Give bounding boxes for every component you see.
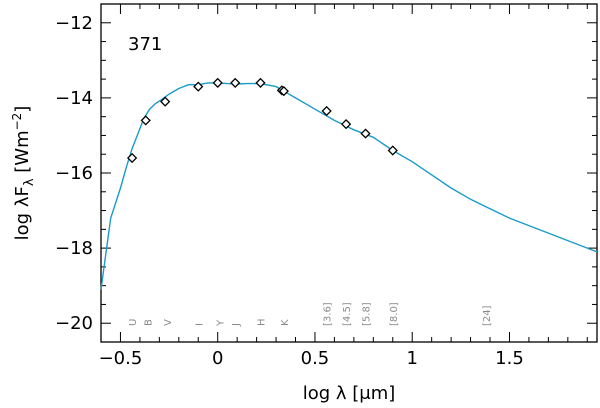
x-tick-label: 1 [406, 348, 417, 369]
band-label: H [257, 318, 268, 326]
axis-ticks [100, 3, 597, 343]
band-label: B [144, 319, 155, 326]
photometry-point [230, 77, 241, 88]
band-label: [3.6] [323, 302, 334, 326]
band-label: [8.0] [389, 302, 400, 326]
panel-label: 371 [128, 34, 162, 55]
tick-labels: −0.5 0 0.5 1 1.5 −20 −18 −16 −14 −12 [55, 13, 524, 369]
band-label: [4.5] [342, 302, 353, 326]
band-labels: U B V I Y J H K [3.6] [4.5] [5.8] [8.0] [24] [128, 302, 493, 327]
photometry-point [278, 86, 289, 97]
y-tick-label: −12 [55, 13, 93, 34]
x-tick-label: 0.5 [301, 348, 330, 369]
y-tick-label: −20 [55, 313, 93, 334]
photometry-point [321, 105, 332, 117]
photometry-point [140, 115, 151, 126]
y-axis-title: log λFλ [Wm−2] [10, 106, 37, 241]
photometry-point [387, 145, 398, 156]
photometry-point [212, 77, 223, 88]
band-label: I [194, 323, 205, 326]
photometry-point [360, 128, 371, 139]
photometry-point [255, 77, 266, 88]
band-label: K [280, 319, 291, 326]
y-tick-label: −18 [55, 238, 93, 259]
photometry-point [127, 152, 138, 164]
band-label: [5.8] [362, 302, 373, 326]
x-tick-label: −0.5 [99, 348, 143, 369]
band-label: Y [216, 319, 227, 327]
band-label: V [163, 319, 174, 326]
band-label: [24] [482, 305, 493, 326]
band-label: J [231, 323, 242, 327]
x-tick-label: 1.5 [495, 348, 524, 369]
photometry-point [160, 96, 171, 107]
model-sed-line [100, 82, 598, 290]
x-axis-title: log λ [μm] [303, 383, 396, 404]
photometry-points [127, 77, 398, 164]
plot-frame [100, 3, 598, 343]
photometry-point [193, 81, 204, 92]
y-tick-label: −16 [55, 163, 93, 184]
band-label: U [128, 319, 139, 326]
photometry-point [340, 119, 352, 130]
y-tick-label: −14 [55, 88, 93, 109]
x-tick-label: 0 [212, 348, 223, 369]
